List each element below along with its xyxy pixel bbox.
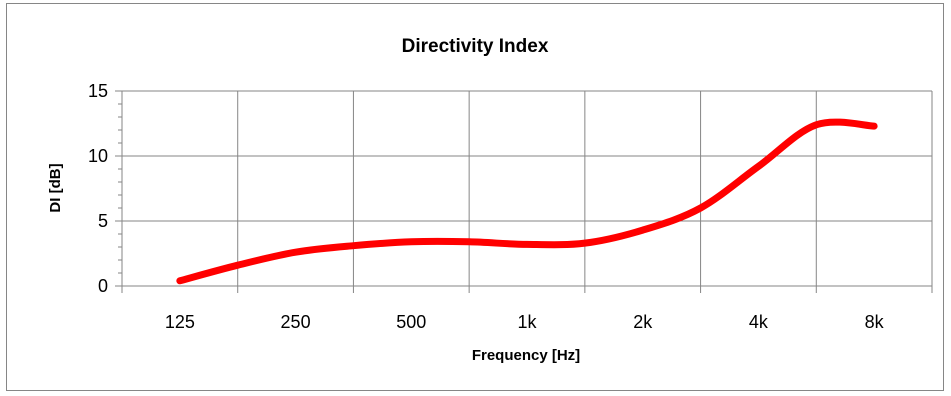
x-tick-label: 500 <box>396 312 426 332</box>
x-tick-label: 2k <box>633 312 653 332</box>
x-axis-label: Frequency [Hz] <box>472 347 580 364</box>
x-tick-label: 1k <box>517 312 537 332</box>
series-line <box>176 118 878 285</box>
y-tick-label: 10 <box>88 146 108 166</box>
x-tick-label: 4k <box>749 312 769 332</box>
series-group <box>176 118 878 285</box>
x-tick-labels: 125 250 500 1k 2k 4k 8k <box>165 312 885 332</box>
y-axis-label: DI [dB] <box>47 163 64 212</box>
y-tick-labels: 0 5 10 15 <box>88 81 108 296</box>
x-tick-label: 125 <box>165 312 195 332</box>
axes <box>115 90 933 293</box>
chart-title: Directivity Index <box>402 36 549 57</box>
gridlines <box>122 90 933 286</box>
y-tick-label: 5 <box>98 211 108 231</box>
x-tick-label: 250 <box>281 312 311 332</box>
y-tick-label: 0 <box>98 276 108 296</box>
x-tick-label: 8k <box>865 312 885 332</box>
y-tick-label: 15 <box>88 81 108 101</box>
chart-area <box>6 3 944 391</box>
